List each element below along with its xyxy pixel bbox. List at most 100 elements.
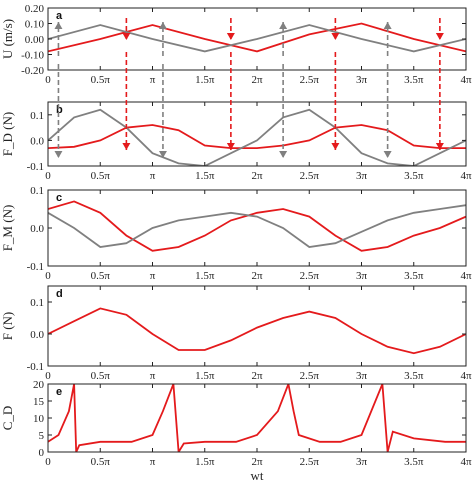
xtick-label-c: 3.5π: [404, 270, 424, 282]
gray-arrow-down-head: [158, 151, 167, 158]
ylabel-a: U (m/s): [0, 19, 15, 59]
xtick-label-c: 0: [45, 270, 51, 282]
xtick-label-a: 1.5π: [195, 74, 215, 86]
xtick-label-e: 1.5π: [195, 456, 215, 468]
ytick-label-b: 0.0: [30, 135, 44, 147]
xtick-label-e: 0: [45, 456, 51, 468]
xtick-label-c: 2π: [251, 270, 263, 282]
xtick-label-b: π: [150, 170, 156, 182]
xtick-label-c: 1.5π: [195, 270, 215, 282]
xtick-label-a: 4π: [460, 74, 472, 86]
series-line-a-1: [48, 24, 466, 53]
ytick-label-e: 5: [39, 430, 45, 442]
red-arrow-down-head: [226, 143, 235, 150]
series-line-b-1: [48, 108, 466, 166]
ytick-label-a: 0.20: [25, 3, 45, 15]
gray-arrow-down-head: [54, 151, 63, 158]
ytick-label-d: 0.1: [30, 297, 44, 309]
xtick-label-c: 3π: [356, 270, 368, 282]
xtick-label-d: 0: [45, 370, 51, 382]
panel-letter-e: e: [56, 386, 62, 398]
gray-arrow-down-head: [383, 151, 392, 158]
plot-frame-d: [47, 285, 467, 367]
xtick-label-d: 3π: [356, 370, 368, 382]
plot-frame-c: [47, 189, 467, 267]
xtick-label-c: 0.5π: [91, 270, 111, 282]
red-arrow-down-head: [331, 143, 340, 150]
xtick-label-e: 4π: [460, 456, 472, 468]
ytick-label-b: -0.1: [27, 161, 44, 173]
ylabel-d: F (N): [0, 312, 15, 341]
series-line-e-0: [48, 384, 466, 452]
xtick-label-a: 3π: [356, 74, 368, 86]
red-arrow-up-head: [122, 33, 131, 40]
xtick-label-d: 4π: [460, 370, 472, 382]
arrows: [54, 18, 444, 158]
ytick-label-b: 0.1: [30, 110, 44, 122]
red-arrow-up-head: [435, 33, 444, 40]
ytick-label-e: 10: [33, 413, 45, 425]
ytick-label-a: 0.00: [25, 34, 45, 46]
panel-a: 0.20 0.10 0.00 -0.10 -0.200 0.5π π 1.5π 2π 2.5π 3π…: [0, 3, 472, 86]
xtick-label-a: 2π: [251, 74, 263, 86]
red-arrow-up-head: [331, 33, 340, 40]
ytick-label-d: -0.1: [27, 361, 44, 373]
ytick-label-a: -0.10: [21, 50, 44, 62]
gray-arrow-up-head: [383, 22, 392, 29]
panel-e: 20 15 10 5 00 0.5π π 1.5π 2π 2.5π 3π 3.5π 4π e C_Dwt: [0, 379, 472, 483]
plot-frame-b: [47, 101, 467, 167]
xtick-label-d: 3.5π: [404, 370, 424, 382]
panel-letter-b: b: [56, 104, 63, 116]
xtick-label-e: 2π: [251, 456, 263, 468]
series-line-a-0: [48, 22, 466, 53]
xtick-label-b: 1.5π: [195, 170, 215, 182]
series-line-d-0: [48, 307, 466, 355]
series-line-c-0: [48, 200, 466, 252]
xtick-label-d: 0.5π: [91, 370, 111, 382]
ytick-label-c: 0.0: [30, 223, 44, 235]
gray-arrow-up-head: [279, 22, 288, 29]
xtick-label-a: 0.5π: [91, 74, 111, 86]
ylabel-e: C_D: [0, 406, 15, 431]
ytick-label-e: 20: [33, 379, 45, 391]
xtick-label-d: 2π: [251, 370, 263, 382]
xtick-label-e: 2.5π: [300, 456, 320, 468]
gray-arrow-down-head: [279, 151, 288, 158]
panel-letter-c: c: [56, 192, 62, 204]
ytick-label-a: 0.10: [25, 19, 45, 31]
xtick-label-b: 3.5π: [404, 170, 424, 182]
xtick-label-d: 2.5π: [300, 370, 320, 382]
panel-letter-a: a: [56, 10, 63, 22]
series-line-b-0: [48, 124, 466, 150]
xtick-label-b: 0.5π: [91, 170, 111, 182]
panel-c: 0.1 0.0 -0.10 0.5π π 1.5π 2π 2.5π 3π 3.5π 4π c F_M (…: [0, 185, 472, 282]
ytick-label-a: -0.20: [21, 65, 44, 77]
gray-arrow-up-head: [54, 22, 63, 29]
xtick-label-b: 2π: [251, 170, 263, 182]
ytick-label-c: -0.1: [27, 261, 44, 273]
xtick-label-b: 4π: [460, 170, 472, 182]
panel-b: 0.1 0.0 -0.10 0.5π π 1.5π 2π 2.5π 3π 3.5π 4π b F_D (…: [0, 101, 472, 182]
ylabel-b: F_D (N): [0, 112, 15, 156]
xtick-label-e: π: [150, 456, 156, 468]
xtick-label-b: 3π: [356, 170, 368, 182]
xtick-label-c: π: [150, 270, 156, 282]
red-arrow-up-head: [226, 33, 235, 40]
ytick-label-c: 0.1: [30, 185, 44, 197]
ytick-label-d: 0.0: [30, 329, 44, 341]
xtick-label-a: 2.5π: [300, 74, 320, 86]
ytick-label-e: 0: [39, 447, 45, 459]
series-line-c-1: [48, 204, 466, 248]
xtick-label-c: 2.5π: [300, 270, 320, 282]
ylabel-c: F_M (N): [0, 205, 15, 252]
xtick-label-d: 1.5π: [195, 370, 215, 382]
ytick-label-e: 15: [33, 396, 45, 408]
xtick-label-b: 2.5π: [300, 170, 320, 182]
xtick-label-a: π: [150, 74, 156, 86]
red-arrow-down-head: [435, 143, 444, 150]
panel-d: 0.1 0.0 -0.10 0.5π π 1.5π 2π 2.5π 3π 3.5π 4π d F (N): [0, 285, 472, 382]
gray-arrow-up-head: [158, 22, 167, 29]
xtick-label-a: 0: [45, 74, 51, 86]
xtick-label-a: 3.5π: [404, 74, 424, 86]
